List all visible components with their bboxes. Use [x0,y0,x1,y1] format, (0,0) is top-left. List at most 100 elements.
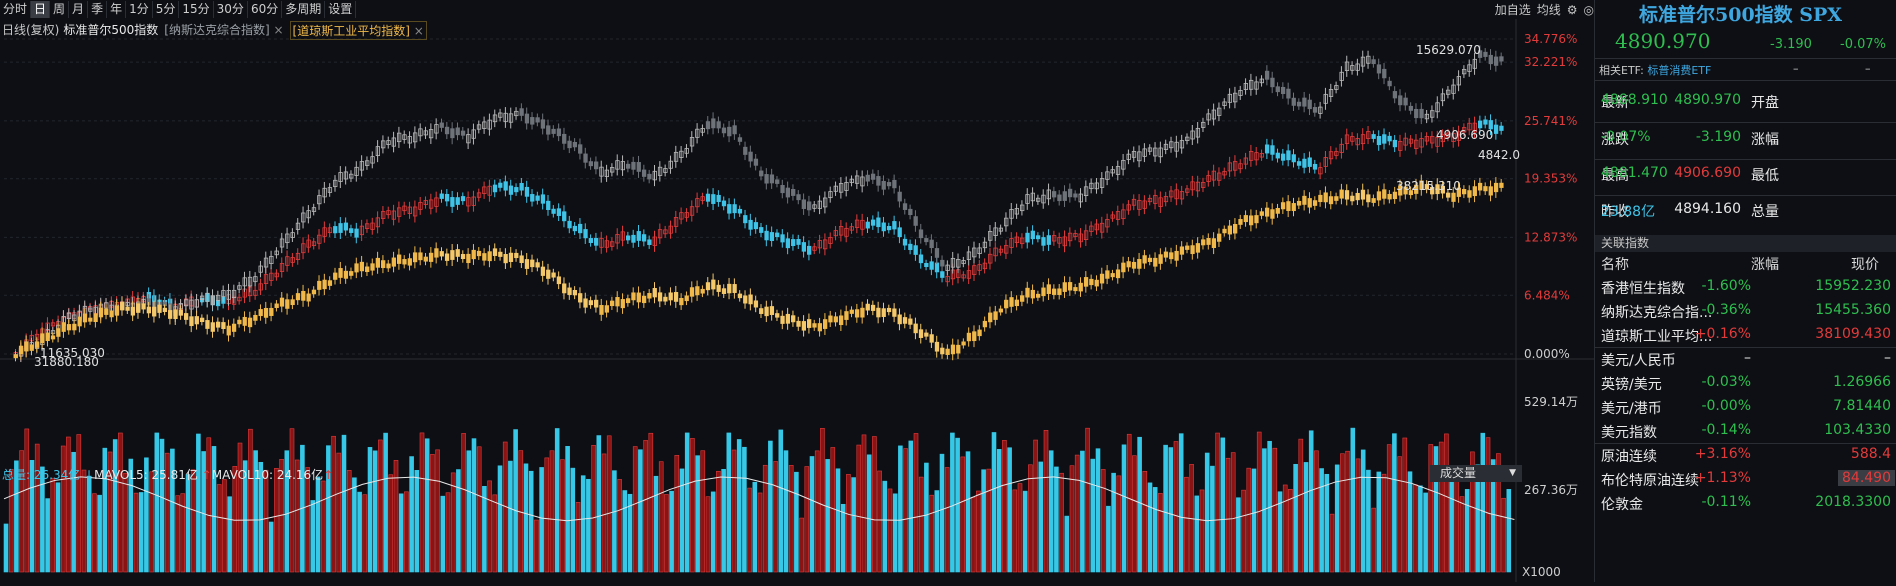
candle-body [301,290,306,301]
candle-body [1254,215,1259,224]
candle-body [269,255,274,264]
period-tab[interactable]: 5分 [153,1,180,18]
etf-link[interactable]: 标普消费ETF [1647,64,1712,77]
candle-body [849,178,854,184]
candle-body [1451,132,1456,142]
period-tab[interactable]: 60分 [248,1,283,18]
period-tab[interactable]: 多周期 [282,1,326,18]
candle-body [460,196,466,202]
period-tab[interactable]: 周 [50,1,70,18]
volume-bar [1324,473,1330,573]
volume-bar [976,490,981,573]
candle-body [1163,143,1169,150]
candle-body [1477,120,1483,129]
candle-body [189,299,194,310]
candle-body [1249,79,1254,90]
candle-body [540,119,546,129]
candle-body [743,295,748,304]
close-icon[interactable]: × [413,24,424,38]
candle-body [663,229,668,235]
candle-body [546,125,551,135]
volume-bar [752,481,758,573]
candle-body [1073,287,1078,292]
volume-bar [159,438,165,573]
candle-body [226,325,231,336]
candle-body [998,248,1004,253]
period-tab[interactable]: 季 [88,1,108,18]
volume-bar [1090,458,1096,573]
candle-body [221,322,226,329]
candle-body [396,132,402,143]
candle-body [844,182,849,191]
period-tab[interactable]: 分时 [0,1,32,18]
candle-body [1275,86,1280,93]
candle-body [801,321,806,331]
quote-panel: 标准普尔500指数 SPX 4890.970 -3.190 -0.07% 相关E… [1594,0,1896,582]
ma-button[interactable]: 均线 [1536,3,1561,17]
candle-body [1243,83,1248,90]
candle-body [599,237,604,248]
candle-body [743,215,748,224]
close-icon[interactable]: × [273,23,284,37]
candle-body [1014,208,1019,215]
spx-high-label: 4906.690 [1436,128,1493,142]
candle-body [892,308,897,317]
candle-body [780,315,785,324]
candle-body [1323,157,1328,167]
candle-body [439,122,444,128]
candle-body [1430,186,1435,195]
volume-bar [248,428,253,573]
period-tab[interactable]: 15分 [179,1,214,18]
volume-bar [1002,440,1007,573]
candle-body [737,208,743,214]
period-tab[interactable]: 月 [69,1,89,18]
related-change: -0.36% [1701,302,1751,318]
candle-body [1131,261,1137,269]
compare-dow-chip[interactable]: [道琼斯工业平均指数] × [289,21,427,40]
candle-body [476,192,482,198]
candle-body [1233,92,1238,103]
candle-body [354,228,359,238]
period-tab[interactable]: 日 [31,1,51,18]
candle-body [258,283,263,291]
candle-body [562,211,567,222]
indicator-dropdown[interactable]: 成交量 ▼ [1430,465,1522,482]
volume-bar [773,461,778,573]
dow-low-label: 31880.180 [34,355,99,369]
candle-body [1477,50,1483,58]
related-change: +0.16% [1694,326,1751,342]
candle-body [1238,163,1243,170]
period-tab[interactable]: 设置 [325,1,357,18]
target-icon[interactable]: ◎ [1583,2,1594,17]
candle-body [615,297,620,307]
add-watchlist-button[interactable]: 加自选 [1494,3,1531,17]
volume-bar [320,480,326,573]
candle-body [1105,171,1110,180]
candle-body [381,260,386,269]
period-tab[interactable]: 30分 [214,1,248,18]
candle-body [1275,152,1280,159]
volume-bar [565,446,570,573]
candle-body [455,249,460,257]
candle-body [418,128,423,137]
candle-body [1291,154,1296,163]
candle-body [66,312,72,320]
period-tab[interactable]: 1分 [126,1,153,18]
compare-nasdaq-chip[interactable]: [纳斯达克综合指数] × [162,21,285,40]
candle-body [1291,203,1296,212]
volume-bar [383,432,388,573]
candle-body [1115,211,1121,220]
volume-bar [643,440,648,573]
volume-bar [1319,468,1324,573]
candle-body [578,144,583,154]
candle-body [503,112,508,123]
candle-body [828,191,833,199]
candle-body [1041,287,1046,297]
volume-bar [887,488,893,573]
candle-body [1201,239,1206,246]
period-tab[interactable]: 年 [107,1,127,18]
gear-icon[interactable]: ⚙ [1566,2,1578,17]
related-price: 1.26966 [1833,374,1891,390]
volume-bar [601,453,607,573]
volume-bar [19,450,24,573]
